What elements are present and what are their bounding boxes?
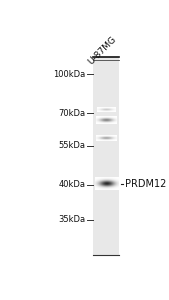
Text: 70kDa: 70kDa — [58, 109, 85, 118]
Text: 40kDa: 40kDa — [58, 181, 85, 190]
Text: 35kDa: 35kDa — [58, 215, 85, 224]
Text: 55kDa: 55kDa — [58, 141, 85, 150]
Text: PRDM12: PRDM12 — [125, 179, 166, 189]
Text: U-87MG: U-87MG — [87, 34, 118, 66]
Text: 100kDa: 100kDa — [53, 70, 85, 79]
Bar — [93, 57, 119, 256]
